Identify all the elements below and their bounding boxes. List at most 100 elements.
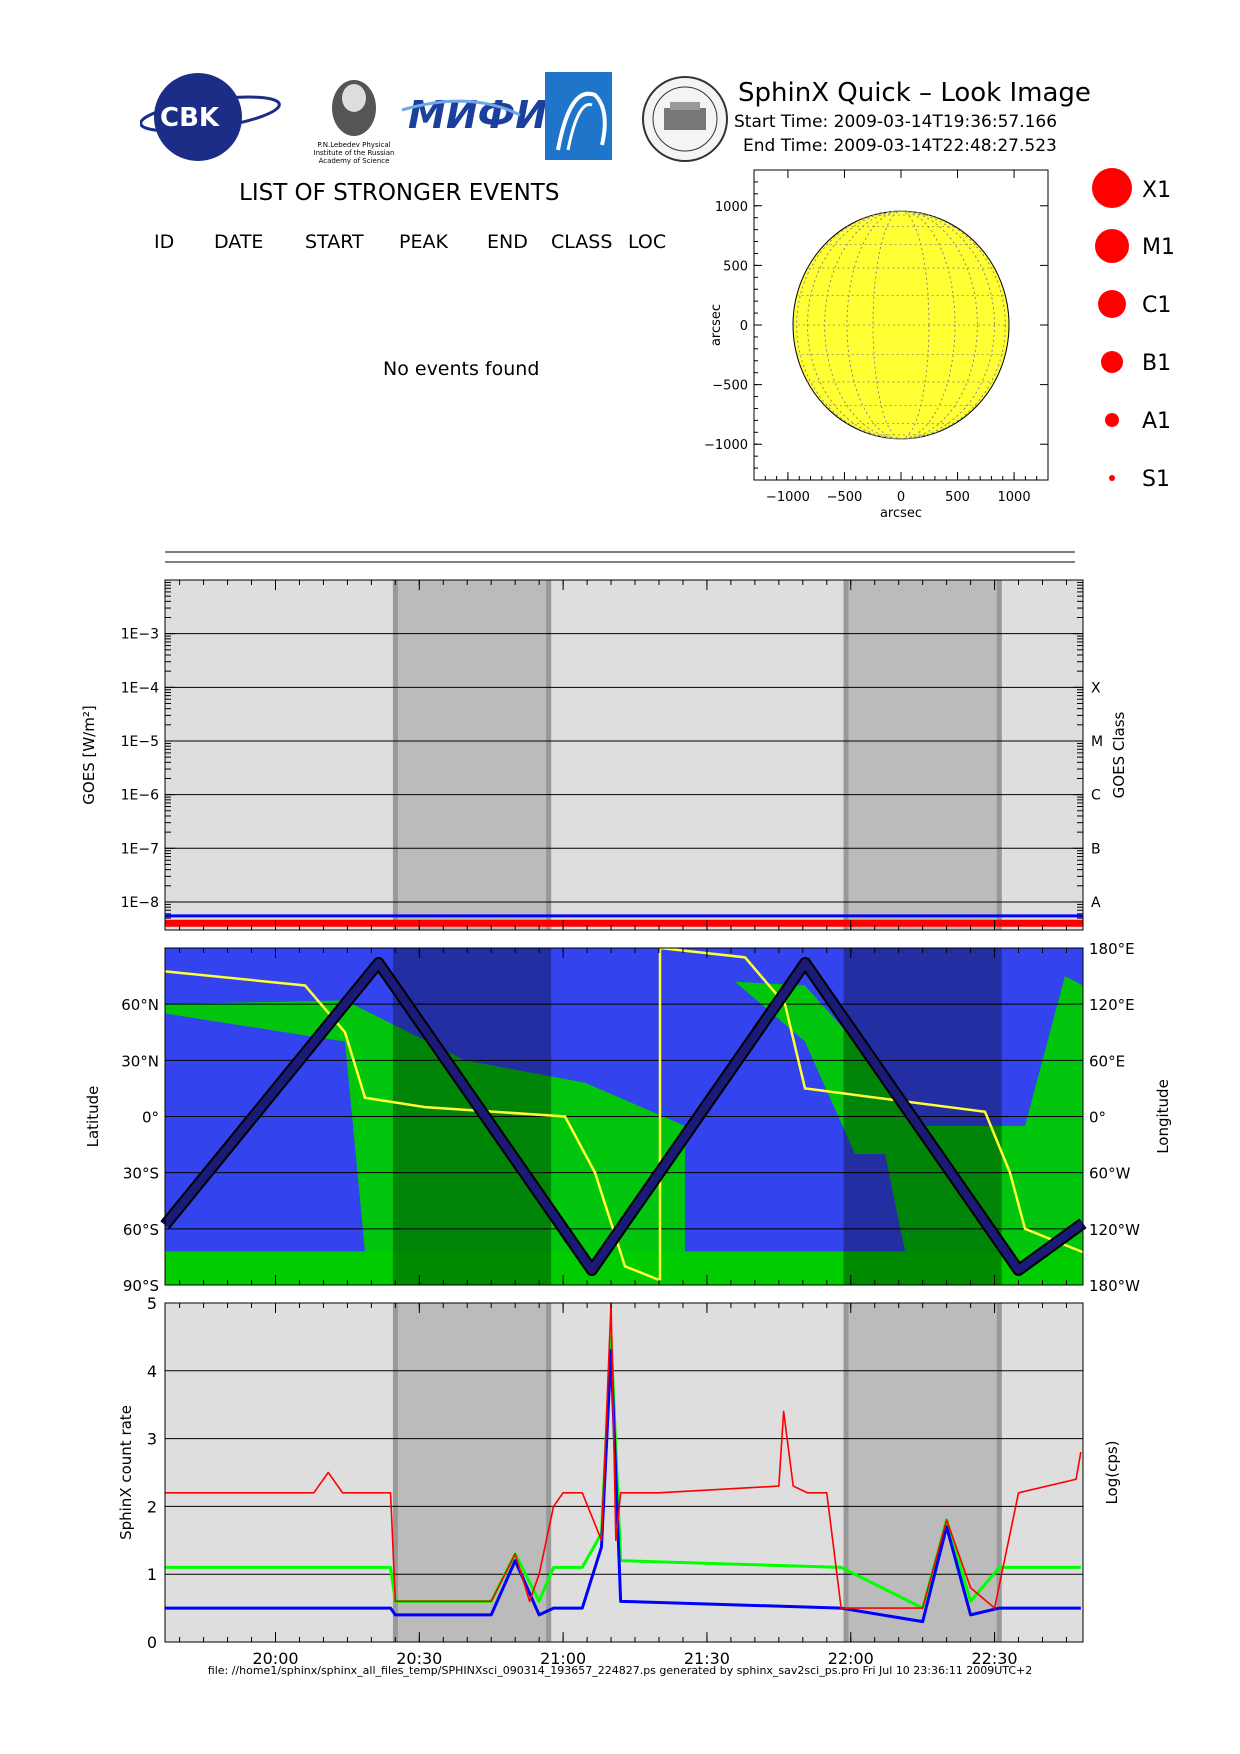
sphinx-series-total bbox=[165, 1302, 1082, 1609]
legend-label-s1: S1 bbox=[1142, 467, 1170, 492]
disk-y-axis-label: arcsec bbox=[709, 304, 724, 346]
night-band bbox=[843, 1303, 1002, 1642]
column-peak: PEAK bbox=[399, 231, 448, 253]
legend-label-c1: C1 bbox=[1142, 293, 1171, 318]
sun-disk bbox=[792, 210, 1010, 440]
latitude-axis-label: Latitude bbox=[84, 1086, 102, 1148]
goes-class-label: C bbox=[1091, 788, 1101, 804]
goes-class-label: B bbox=[1091, 841, 1101, 857]
legend-dot-b1 bbox=[1101, 351, 1123, 373]
night-band-edge bbox=[546, 1303, 552, 1642]
longitude-tick-label: 120°E bbox=[1089, 996, 1135, 1014]
legend-label-b1: B1 bbox=[1142, 351, 1171, 376]
no-events-message: No events found bbox=[383, 358, 540, 380]
footer-file-info: file: //home1/sphinx/sphinx_all_files_te… bbox=[207, 1664, 1033, 1677]
time-tick-label: 21:00 bbox=[540, 1649, 586, 1668]
saa-zone-1 bbox=[165, 1000, 685, 1252]
svg-text:Institute of the Russian: Institute of the Russian bbox=[314, 149, 395, 157]
count-tick-label: 3 bbox=[147, 1430, 157, 1449]
y-tick-label: −1000 bbox=[704, 438, 748, 453]
longitude-tick-label: 0° bbox=[1089, 1109, 1106, 1127]
column-end: END bbox=[487, 231, 528, 253]
svg-text:P.N.Lebedev Physical: P.N.Lebedev Physical bbox=[317, 141, 390, 149]
time-axis-label: Start Time (14–Mar–09 19:36:57) bbox=[492, 1667, 757, 1670]
y-tick-label: 1000 bbox=[715, 200, 748, 215]
column-loc: LOC bbox=[628, 231, 667, 253]
night-band bbox=[843, 580, 1002, 930]
x-tick-label: −1000 bbox=[766, 490, 810, 505]
goes-tick-label: 1E−5 bbox=[121, 734, 159, 750]
y-tick-label: −500 bbox=[712, 379, 748, 394]
blue-arc-logo bbox=[545, 72, 612, 160]
y-tick-label: 500 bbox=[723, 259, 748, 274]
column-class: CLASS bbox=[551, 231, 613, 253]
solar-disk-map: −1000 −500 0 500 1000 −1000 −500 0 500 1000 arcsec… bbox=[704, 169, 1049, 521]
y-tick-label: 0 bbox=[740, 319, 748, 334]
count-tick-label: 5 bbox=[147, 1294, 157, 1313]
svg-text:Academy of Science: Academy of Science bbox=[319, 157, 390, 165]
legend-dot-m1 bbox=[1095, 229, 1129, 263]
longitude-gridline bbox=[807, 210, 995, 440]
events-title: LIST OF STRONGER EVENTS bbox=[239, 180, 560, 206]
orbit-map-panel: 90°S 60°S 30°S 0° 30°N 60°N 180°W 120°W 60°W 0° 60… bbox=[84, 940, 1172, 1295]
legend-dot-s1 bbox=[1109, 475, 1115, 481]
legend-item-c1: C1 bbox=[1098, 290, 1171, 318]
legend-item-x1: X1 bbox=[1092, 168, 1171, 208]
goes-frame bbox=[164, 579, 1084, 931]
goes-tick-label: 1E−6 bbox=[121, 788, 159, 804]
night-band-edge bbox=[392, 1303, 398, 1642]
cbk-pan-logo: CBK bbox=[140, 73, 281, 161]
x-tick-label: −500 bbox=[827, 490, 863, 505]
legend-dot-c1 bbox=[1098, 290, 1126, 318]
latitude-tick-label: 90°S bbox=[123, 1277, 159, 1295]
goes-tick-label: 1E−7 bbox=[121, 841, 159, 857]
longitude-tick-label: 180°E bbox=[1089, 940, 1135, 958]
institution-logos: CBK P.N.Lebedev Physical Institute of th… bbox=[140, 72, 612, 165]
svg-text:CBK: CBK bbox=[160, 103, 220, 133]
goes-class-axis-label: GOES Class bbox=[1110, 711, 1128, 798]
count-axis-label: SphinX count rate bbox=[117, 1405, 135, 1540]
log-cps-axis-label: Log(cps) bbox=[1103, 1440, 1121, 1504]
lebedev-institute-logo: P.N.Lebedev Physical Institute of the Ru… bbox=[314, 80, 395, 165]
latitude-tick-label: 30°S bbox=[123, 1165, 159, 1183]
sphinx-series-low bbox=[165, 1348, 1081, 1624]
orbit-track bbox=[161, 958, 1086, 1275]
count-tick-label: 4 bbox=[147, 1362, 157, 1381]
latitude-tick-label: 60°S bbox=[123, 1221, 159, 1239]
longitude-tick-label: 60°W bbox=[1089, 1165, 1131, 1183]
longitude-tick-label: 120°W bbox=[1089, 1221, 1140, 1239]
orbit-frame bbox=[164, 947, 1084, 1286]
goes-class-label: X bbox=[1091, 680, 1101, 696]
time-tick-label: 22:00 bbox=[828, 1649, 874, 1668]
longitude-tick-label: 180°W bbox=[1089, 1277, 1140, 1295]
svg-text:МИФИ: МИФИ bbox=[408, 93, 547, 137]
legend-item-s1: S1 bbox=[1109, 467, 1170, 492]
legend-label-m1: M1 bbox=[1142, 235, 1175, 260]
column-start: START bbox=[305, 231, 364, 253]
legend-label-a1: A1 bbox=[1142, 409, 1171, 434]
column-date: DATE bbox=[214, 231, 264, 253]
legend-dot-a1 bbox=[1105, 413, 1119, 427]
legend-label-x1: X1 bbox=[1142, 178, 1171, 203]
legend-dot-x1 bbox=[1092, 168, 1132, 208]
time-tick-label: 20:00 bbox=[252, 1649, 298, 1668]
x-tick-label: 1000 bbox=[998, 490, 1031, 505]
column-id: ID bbox=[154, 231, 175, 253]
time-series-panels: 1E−8 1E−7 1E−6 1E−5 1E−4 1E−3 A B C M X GOES [W/m²]… bbox=[80, 579, 1172, 1670]
disk-x-axis-label: arcsec bbox=[880, 506, 922, 521]
latitude-tick-label: 30°N bbox=[121, 1052, 159, 1070]
end-time: End Time: 2009-03-14T22:48:27.523 bbox=[743, 136, 1057, 156]
sphinx-frame bbox=[164, 1302, 1084, 1643]
longitude-gridline bbox=[796, 210, 1006, 440]
goes-tick-label: 1E−4 bbox=[121, 680, 159, 696]
goes-flux-panel: 1E−8 1E−7 1E−6 1E−5 1E−4 1E−3 A B C M X GOES [W/m²]… bbox=[80, 579, 1128, 931]
time-tick-label: 20:30 bbox=[396, 1649, 442, 1668]
longitude-tick-label: 60°E bbox=[1089, 1052, 1125, 1070]
report-title: SphinX Quick – Look Image bbox=[738, 78, 1091, 108]
south-radiation-zone bbox=[165, 1251, 1083, 1285]
night-band-edge bbox=[392, 580, 398, 930]
legend-item-a1: A1 bbox=[1105, 409, 1171, 434]
separator-lines bbox=[165, 551, 1075, 563]
legend-item-b1: B1 bbox=[1101, 351, 1171, 376]
goes-class-label: M bbox=[1091, 734, 1103, 750]
